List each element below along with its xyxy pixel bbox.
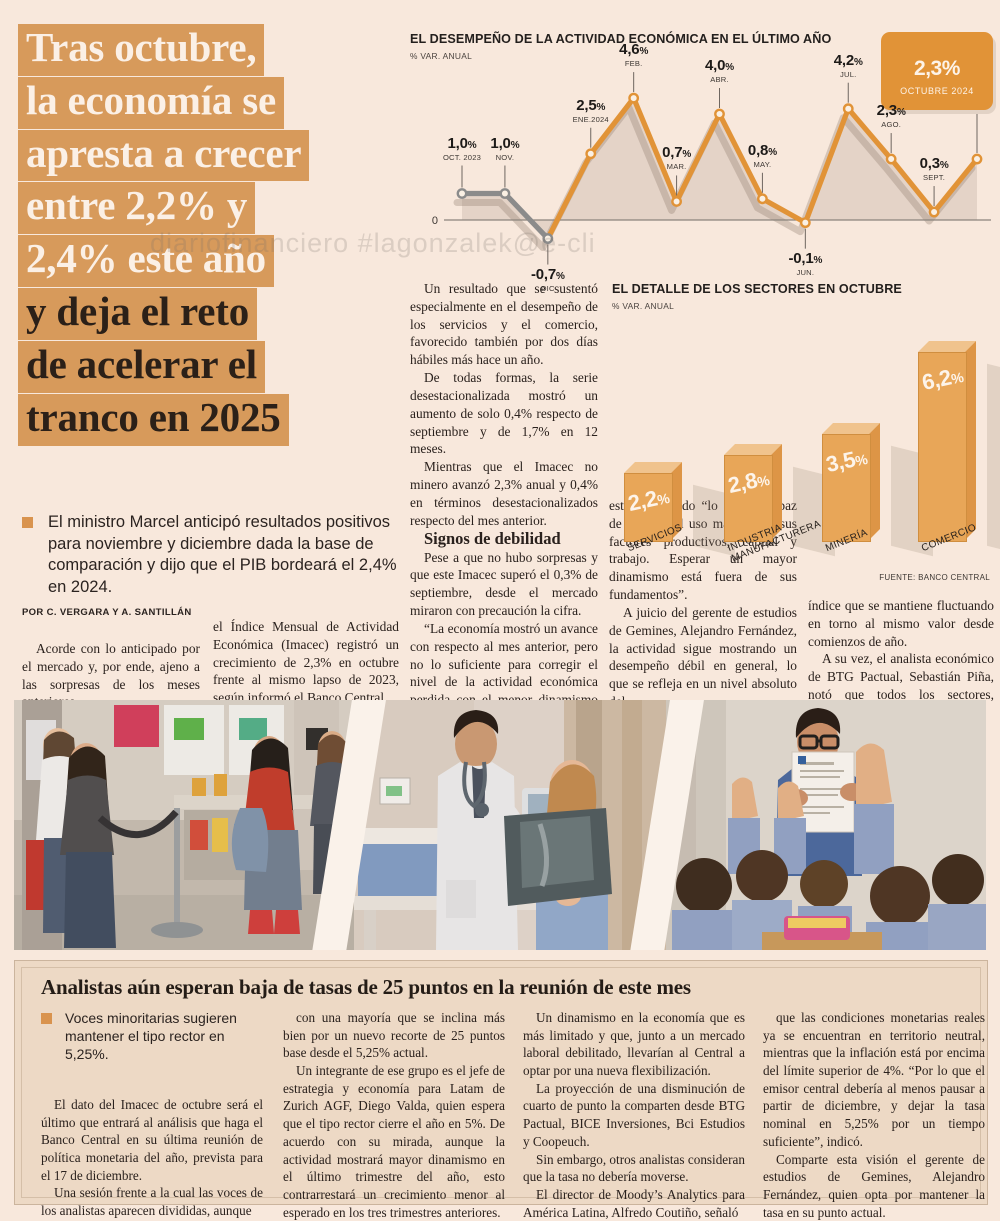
line-point-month: MAR.	[637, 162, 717, 171]
line-chart: EL DESEMPEÑO DE LA ACTIVIDAD ECONÓMICA E…	[410, 32, 995, 277]
bar-group: 6,2%COMERCIO	[612, 326, 994, 556]
bar-chart: EL DETALLE DE LOS SECTORES EN OCTUBRE % …	[612, 282, 994, 582]
line-point-value: 4,2%	[808, 53, 888, 68]
line-point-label: 4,0% ABR.	[680, 58, 760, 84]
line-point-month: ENE.2024	[551, 115, 631, 124]
line-point-label: 2,3% AGO.	[851, 103, 931, 129]
byline: POR C. VERGARA Y A. SANTILLÁN	[22, 607, 202, 618]
line-point-month: NOV.	[465, 153, 545, 162]
lede-text: El ministro Marcel anticipó resultados p…	[22, 512, 402, 598]
line-point-value: 4,6%	[594, 42, 674, 57]
photo-health	[354, 700, 666, 950]
line-point-month: FEB.	[594, 59, 674, 68]
paragraph: Un resultado que se sustentó especialmen…	[410, 280, 598, 369]
paragraph: El director de Moody’s Analytics para Am…	[523, 1186, 745, 1221]
paragraph: Comparte esta visión el gerente de estud…	[763, 1151, 985, 1221]
line-point-value: 0,7%	[637, 145, 717, 160]
line-point-value: 0,3%	[894, 156, 974, 171]
paragraph: Mientras que el Imacec no minero avanzó …	[410, 458, 598, 529]
svg-text:0: 0	[432, 215, 438, 227]
headline-line: Tras octubre,	[18, 24, 264, 76]
box-column-1: El dato del Imacec de octubre será el úl…	[41, 1096, 263, 1220]
line-point-label: 2,5% ENE.2024	[551, 98, 631, 124]
bar-shadow	[987, 364, 1000, 556]
headline-line: apresta a crecer	[18, 130, 309, 182]
line-point-month: DIC	[508, 284, 588, 293]
line-point-month: AGO.	[851, 120, 931, 129]
headline-line: 2,4% este año	[18, 235, 274, 287]
box-column-2: con una mayoría que se inclina más bien …	[283, 1009, 505, 1221]
line-point-value: 2,3%	[851, 103, 931, 118]
paragraph: Sin embargo, otros analistas consideran …	[523, 1151, 745, 1186]
analysts-box-title: Analistas aún esperan baja de tasas de 2…	[41, 975, 967, 1000]
line-point-value: -0,1%	[765, 251, 845, 266]
box-column-3: Un dinamismo en la economía que es más l…	[523, 1009, 745, 1221]
photo-education	[666, 700, 986, 950]
paragraph: Un integrante de ese grupo es el jefe de…	[283, 1062, 505, 1221]
headline: Tras octubre, la economía se apresta a c…	[18, 24, 410, 447]
section-subhead: Signos de debilidad	[410, 530, 598, 549]
paragraph: Pese a que no hubo sorpresas y que este …	[410, 549, 598, 620]
bullet-square-icon	[22, 517, 33, 528]
line-point-value: 1,0%	[465, 136, 545, 151]
line-point-label: 4,2% JUL.	[808, 53, 888, 79]
line-point-month: ABR.	[680, 75, 760, 84]
chart-source: FUENTE: BANCO CENTRAL	[879, 573, 990, 582]
lede-copy: El ministro Marcel anticipó resultados p…	[48, 513, 397, 596]
line-point-label: 0,8% MAY.	[722, 143, 802, 169]
line-point-value: 0,8%	[722, 143, 802, 158]
paragraph: con una mayoría que se inclina más bien …	[283, 1009, 505, 1062]
line-point-month: SEPT.	[894, 173, 974, 182]
line-point-label: -0,7% DIC	[508, 267, 588, 293]
line-point-label: 0,7% MAR.	[637, 145, 717, 171]
photo-strip	[14, 700, 986, 950]
box-column-4: que las condiciones monetarias reales ya…	[763, 1009, 985, 1221]
photo-education-art	[666, 700, 986, 950]
paragraph: El dato del Imacec de octubre será el úl…	[41, 1096, 263, 1184]
line-point-month: JUN.	[765, 268, 845, 277]
paragraph: La proyección de una disminución de cuar…	[523, 1080, 745, 1151]
line-point-value: 2,5%	[551, 98, 631, 113]
line-point-label: 1,0% NOV.	[465, 136, 545, 162]
headline-line: tranco en 2025	[18, 394, 289, 446]
line-point-value: 4,0%	[680, 58, 760, 73]
lede-block: El ministro Marcel anticipó resultados p…	[22, 512, 402, 598]
body-column-b: el Índice Mensual de Actividad Económica…	[213, 618, 399, 707]
bar-chart-title: EL DETALLE DE LOS SECTORES EN OCTUBRE	[612, 282, 994, 297]
photo-health-art	[354, 700, 666, 950]
paragraph: índice que se mantiene fluctuando en tor…	[808, 597, 994, 650]
line-point-value: -0,7%	[508, 267, 588, 282]
bullet-square-icon	[41, 1013, 52, 1024]
line-point-label: -0,1% JUN.	[765, 251, 845, 277]
bar-chart-subtitle: % VAR. ANUAL	[612, 301, 994, 311]
headline-line: y deja el reto	[18, 288, 257, 340]
photo-retail	[14, 700, 354, 950]
line-point-label: 0,3% SEPT.	[894, 156, 974, 182]
paragraph: que las condiciones monetarias reales ya…	[763, 1009, 985, 1151]
paragraph: el Índice Mensual de Actividad Económica…	[213, 618, 399, 707]
analysts-box-lede: Voces minoritarias sugieren mantener el …	[41, 1009, 265, 1064]
line-point-month: JUL.	[808, 70, 888, 79]
headline-line: entre 2,2% y	[18, 182, 255, 234]
line-point-label: 4,6% FEB.	[594, 42, 674, 68]
line-point-month: MAY.	[722, 160, 802, 169]
paragraph: A juicio del gerente de estudios de Gemi…	[609, 604, 797, 711]
photo-retail-art	[14, 700, 354, 950]
analysts-lede-copy: Voces minoritarias sugieren mantener el …	[65, 1010, 237, 1062]
headline-line: de acelerar el	[18, 341, 265, 393]
headline-line: la economía se	[18, 77, 284, 129]
paragraph: De todas formas, la serie desestacionali…	[410, 369, 598, 458]
analysts-box: Analistas aún esperan baja de tasas de 2…	[14, 960, 988, 1205]
paragraph: Un dinamismo en la economía que es más l…	[523, 1009, 745, 1080]
